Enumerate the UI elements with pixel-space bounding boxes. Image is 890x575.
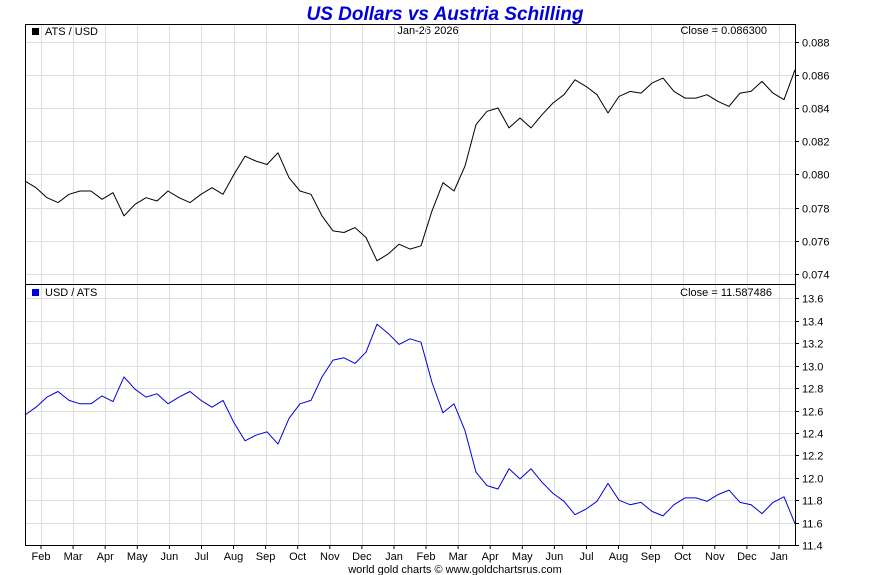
x-tick-label: Feb bbox=[417, 551, 436, 563]
panel-top-frame bbox=[25, 24, 796, 285]
y-tick-label-ats-usd: 0.082 bbox=[802, 137, 830, 149]
y-tick-label-ats-usd: 0.080 bbox=[802, 170, 830, 182]
x-tick-label: Oct bbox=[289, 551, 306, 563]
x-tick-label: Jun bbox=[161, 551, 179, 563]
x-tick-label: May bbox=[127, 551, 148, 563]
x-tick-label: Dec bbox=[352, 551, 372, 563]
x-tick-label: Oct bbox=[674, 551, 691, 563]
y-tick-label-usd-ats: 13.0 bbox=[802, 362, 823, 374]
y-tick-label-usd-ats: 12.0 bbox=[802, 474, 823, 486]
series-line-usd-ats bbox=[24, 323, 796, 524]
legend-swatch-usd-ats bbox=[32, 289, 39, 296]
y-tick-label-usd-ats: 11.4 bbox=[802, 541, 823, 553]
panel-bottom-frame bbox=[25, 284, 796, 546]
x-tick-label: Sep bbox=[641, 551, 661, 563]
y-tick-label-usd-ats: 13.4 bbox=[802, 317, 823, 329]
x-tick-label: Jul bbox=[194, 551, 208, 563]
legend-label-ats-usd: ATS / USD bbox=[45, 26, 98, 38]
y-tick-label-usd-ats: 13.6 bbox=[802, 294, 823, 306]
y-tick-label-usd-ats: 11.8 bbox=[802, 496, 823, 508]
x-tick-label: May bbox=[512, 551, 533, 563]
panel-ats-usd: 0.074 0.076 0.078 0.080 0.082 0.084 0.086 0.088 bbox=[24, 25, 830, 284]
x-tick-label: Sep bbox=[256, 551, 276, 563]
y-tick-label-ats-usd: 0.088 bbox=[802, 38, 830, 50]
y-tick-label-usd-ats: 12.2 bbox=[802, 451, 823, 463]
legend-swatch-ats-usd bbox=[32, 28, 39, 35]
x-tick-label: Nov bbox=[705, 551, 725, 563]
x-tick-label: Jul bbox=[579, 551, 593, 563]
x-tick-label: Nov bbox=[320, 551, 340, 563]
y-tick-label-usd-ats: 13.2 bbox=[802, 339, 823, 351]
x-tick-label: Feb bbox=[32, 551, 51, 563]
x-tick-label: Jun bbox=[546, 551, 564, 563]
x-tick-label: Jan bbox=[385, 551, 403, 563]
y-tick-label-usd-ats: 11.6 bbox=[802, 519, 823, 531]
y-tick-label-ats-usd: 0.078 bbox=[802, 204, 830, 216]
x-tick-label: Mar bbox=[64, 551, 83, 563]
y-tick-label-usd-ats: 12.4 bbox=[802, 429, 823, 441]
y-tick-label-usd-ats: 12.8 bbox=[802, 384, 823, 396]
panel-usd-ats: 11.4 11.6 11.8 12.0 12.2 12.4 12.6 12.8 13.0 13.2… bbox=[24, 285, 823, 553]
x-axis: Feb Mar Apr May Jun Jul Aug Sep Oct Nov Dec Jan Feb M… bbox=[32, 545, 788, 563]
x-tick-label: Aug bbox=[224, 551, 244, 563]
y-tick-label-usd-ats: 12.6 bbox=[802, 407, 823, 419]
y-tick-label-ats-usd: 0.074 bbox=[802, 270, 830, 282]
x-tick-label: Apr bbox=[97, 551, 114, 563]
close-label-ats-usd: Close = 0.086300 bbox=[680, 25, 767, 37]
x-tick-label: Dec bbox=[737, 551, 757, 563]
close-label-usd-ats: Close = 11.587486 bbox=[680, 287, 772, 299]
x-tick-label: Aug bbox=[609, 551, 629, 563]
x-tick-label: Mar bbox=[449, 551, 468, 563]
date-label: Jan-26 2026 bbox=[397, 25, 458, 37]
x-tick-label: Jan bbox=[770, 551, 788, 563]
y-tick-label-ats-usd: 0.076 bbox=[802, 237, 830, 249]
legend-label-usd-ats: USD / ATS bbox=[45, 287, 97, 299]
credit-text: world gold charts © www.goldchartsrus.co… bbox=[347, 564, 562, 575]
x-tick-label: Apr bbox=[482, 551, 499, 563]
y-tick-label-ats-usd: 0.086 bbox=[802, 71, 830, 83]
series-line-ats-usd bbox=[24, 69, 796, 262]
y-tick-label-ats-usd: 0.084 bbox=[802, 104, 830, 116]
chart-title: US Dollars vs Austria Schilling bbox=[307, 4, 584, 25]
